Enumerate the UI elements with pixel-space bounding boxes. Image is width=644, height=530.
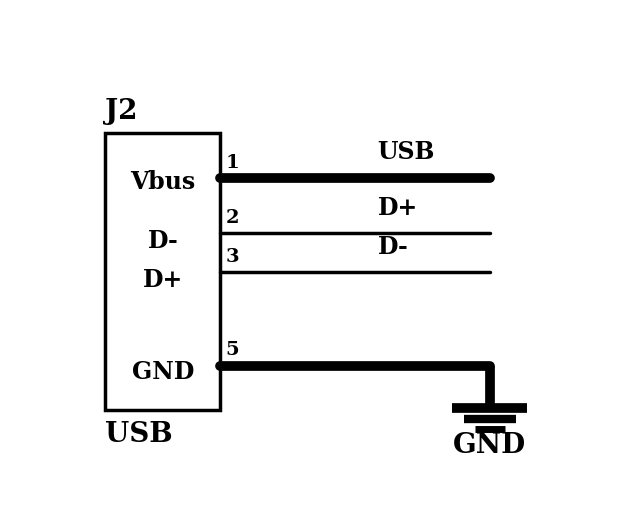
Text: GND: GND: [453, 431, 526, 458]
Text: J2: J2: [106, 98, 138, 125]
Text: GND: GND: [131, 360, 194, 384]
Text: 3: 3: [225, 248, 239, 266]
Text: 1: 1: [225, 154, 239, 172]
Text: D-: D-: [147, 229, 178, 253]
Text: USB: USB: [106, 421, 173, 448]
Text: 5: 5: [225, 341, 239, 359]
Text: D+: D+: [143, 268, 183, 292]
Text: USB: USB: [377, 139, 435, 164]
Text: D+: D+: [377, 196, 418, 220]
Text: Vbus: Vbus: [130, 170, 196, 194]
Text: 2: 2: [225, 209, 239, 227]
Text: D-: D-: [377, 235, 408, 259]
FancyBboxPatch shape: [106, 133, 220, 410]
